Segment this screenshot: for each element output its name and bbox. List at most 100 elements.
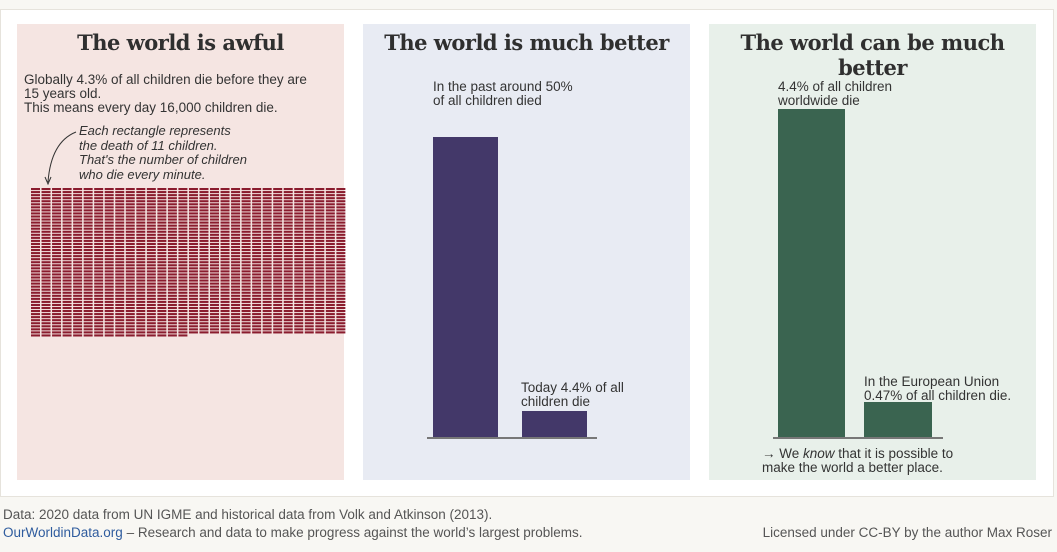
site-link[interactable]: OurWorldinData.org bbox=[3, 525, 123, 540]
waffle-cell bbox=[73, 252, 83, 255]
waffle-cell bbox=[241, 303, 251, 306]
waffle-cell bbox=[283, 191, 293, 194]
waffle-cell bbox=[157, 215, 167, 218]
waffle-cell bbox=[178, 255, 188, 258]
waffle-cell bbox=[304, 242, 314, 245]
waffle-cell bbox=[210, 316, 220, 319]
waffle-cell bbox=[31, 297, 40, 300]
waffle-cell bbox=[41, 197, 51, 200]
waffle-cell bbox=[252, 200, 262, 203]
waffle-cell bbox=[325, 261, 335, 264]
waffle-cell bbox=[231, 255, 241, 258]
waffle-cell bbox=[31, 316, 40, 319]
note-line: make the world a better place. bbox=[762, 460, 943, 475]
waffle-cell bbox=[62, 227, 72, 230]
waffle-cell bbox=[83, 276, 93, 279]
waffle-cell bbox=[104, 313, 114, 316]
bar-label-line: Today 4.4% of all bbox=[521, 380, 624, 395]
waffle-cell bbox=[273, 206, 283, 209]
waffle-cell bbox=[188, 230, 198, 233]
waffle-cell bbox=[125, 270, 135, 273]
waffle-cell bbox=[336, 227, 346, 230]
waffle-cell bbox=[315, 236, 325, 239]
waffle-cell bbox=[83, 306, 93, 310]
waffle-cell bbox=[94, 212, 104, 215]
waffle-cell bbox=[167, 209, 177, 212]
waffle-cell bbox=[325, 191, 335, 194]
waffle-cell bbox=[125, 319, 135, 322]
waffle-cell bbox=[188, 288, 198, 291]
waffle-cell bbox=[273, 310, 283, 313]
waffle-cell bbox=[157, 230, 167, 233]
waffle-cell bbox=[136, 279, 146, 282]
waffle-cell bbox=[188, 316, 198, 319]
waffle-cell bbox=[167, 300, 177, 303]
waffle-cell bbox=[62, 191, 72, 194]
waffle-cell bbox=[273, 224, 283, 227]
waffle-cell bbox=[336, 218, 346, 221]
waffle-cell bbox=[125, 325, 135, 328]
waffle-cell bbox=[252, 233, 262, 236]
waffle-cell bbox=[304, 206, 314, 209]
waffle-cell bbox=[220, 303, 230, 306]
waffle-cell bbox=[283, 239, 293, 242]
waffle-cell bbox=[52, 258, 62, 261]
waffle-cell bbox=[273, 294, 283, 297]
waffle-cell bbox=[31, 191, 40, 194]
waffle-cell bbox=[83, 224, 93, 227]
waffle-cell bbox=[125, 313, 135, 316]
waffle-cell bbox=[146, 300, 156, 303]
waffle-cell bbox=[199, 316, 209, 319]
waffle-cell bbox=[325, 249, 335, 252]
waffle-cell bbox=[241, 261, 251, 264]
waffle-cell bbox=[199, 191, 209, 194]
waffle-cell bbox=[199, 264, 209, 267]
waffle-cell bbox=[31, 310, 40, 313]
waffle-cell bbox=[241, 236, 251, 239]
waffle-cell bbox=[262, 215, 272, 218]
waffle-cell bbox=[304, 230, 314, 233]
waffle-cell bbox=[83, 322, 93, 325]
waffle-cell bbox=[125, 264, 135, 267]
waffle-cell bbox=[115, 252, 125, 255]
waffle-cell bbox=[283, 227, 293, 230]
waffle-cell bbox=[336, 255, 346, 258]
waffle-cell bbox=[220, 285, 230, 288]
waffle-cell bbox=[136, 258, 146, 261]
waffle-cell bbox=[199, 276, 209, 279]
waffle-cell bbox=[283, 306, 293, 310]
waffle-cell bbox=[336, 303, 346, 306]
waffle-cell bbox=[210, 279, 220, 282]
source-note: Data: 2020 data from UN IGME and histori… bbox=[3, 507, 493, 522]
waffle-cell bbox=[146, 233, 156, 236]
waffle-cell bbox=[52, 249, 62, 252]
waffle-cell bbox=[41, 215, 51, 218]
waffle-cell bbox=[262, 270, 272, 273]
waffle-cell bbox=[104, 255, 114, 258]
waffle-cell bbox=[178, 322, 188, 325]
waffle-cell bbox=[31, 188, 40, 191]
waffle-cell bbox=[41, 328, 51, 331]
panel-title: The world can be much better bbox=[740, 30, 1005, 80]
unit-note-line: who die every minute. bbox=[79, 166, 206, 182]
waffle-cell bbox=[252, 322, 262, 325]
waffle-cell bbox=[125, 215, 135, 218]
waffle-cell bbox=[52, 242, 62, 245]
waffle-cell bbox=[188, 218, 198, 221]
waffle-cell bbox=[283, 233, 293, 236]
waffle-cell bbox=[252, 328, 262, 331]
waffle-cell bbox=[167, 200, 177, 203]
waffle-cell bbox=[62, 313, 72, 316]
waffle-cell bbox=[336, 331, 346, 334]
waffle-cell bbox=[41, 285, 51, 288]
waffle-cell bbox=[73, 322, 83, 325]
waffle-cell bbox=[188, 267, 198, 270]
waffle-cell bbox=[52, 322, 62, 325]
waffle-cell bbox=[62, 264, 72, 267]
waffle-cell bbox=[167, 264, 177, 267]
waffle-cell bbox=[304, 313, 314, 316]
waffle-cell bbox=[315, 209, 325, 212]
waffle-cell bbox=[73, 276, 83, 279]
waffle-cell bbox=[325, 282, 335, 285]
waffle-cell bbox=[157, 239, 167, 242]
